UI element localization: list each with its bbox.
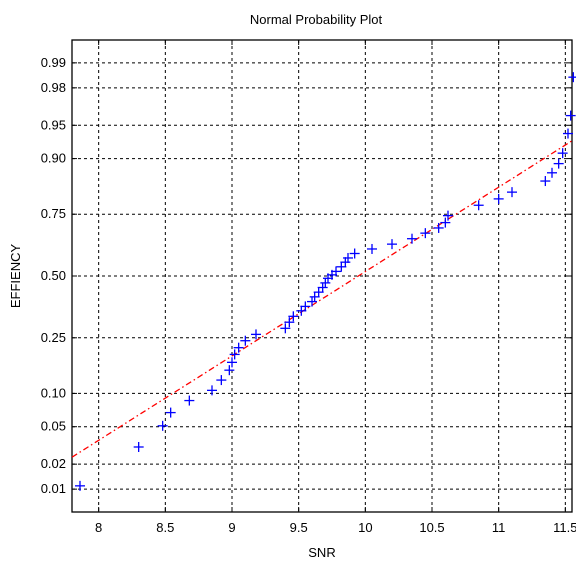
data-point: [331, 266, 341, 277]
data-point: [288, 311, 299, 322]
data-point: [317, 282, 328, 293]
data-point: [420, 228, 431, 239]
data-point: [280, 323, 291, 334]
y-tick-label: 0.10: [41, 385, 66, 400]
data-point: [313, 287, 324, 298]
data-point: [565, 110, 576, 121]
x-tick-label: 11.5: [553, 520, 576, 535]
data-point: [227, 357, 237, 368]
data-point: [407, 233, 417, 244]
data-point: [349, 248, 360, 259]
data-points: [75, 72, 576, 491]
data-point: [340, 257, 351, 268]
data-point: [557, 148, 568, 159]
data-point: [229, 349, 240, 360]
data-point: [207, 385, 217, 396]
x-tick-label: 8: [95, 520, 102, 535]
data-point: [233, 342, 244, 353]
data-point: [284, 317, 295, 328]
y-tick-label: 0.99: [41, 55, 66, 70]
data-point: [296, 305, 307, 316]
data-point: [343, 252, 353, 263]
x-tick-labels: 8 8.5 9 9.5 10 10.5 11 11.5: [95, 520, 576, 535]
x-tick-label: 9.5: [290, 520, 308, 535]
y-tick-label: 0.95: [41, 117, 66, 132]
data-point: [493, 193, 504, 204]
axis-ticks: [72, 40, 572, 512]
data-point: [433, 222, 444, 233]
data-point: [224, 365, 235, 376]
x-tick-label: 8.5: [156, 520, 174, 535]
data-point: [540, 176, 551, 187]
y-tick-label: 0.90: [41, 151, 66, 166]
data-point: [320, 277, 331, 288]
y-tick-label: 0.98: [41, 80, 66, 95]
data-point: [157, 420, 168, 431]
data-point: [553, 158, 564, 169]
data-point: [443, 210, 453, 221]
x-tick-label: 10: [358, 520, 372, 535]
y-tick-label: 0.75: [41, 206, 66, 221]
y-axis-label: EFFIENCY: [8, 244, 23, 309]
y-tick-label: 0.50: [41, 268, 66, 283]
x-axis-label: SNR: [308, 545, 335, 560]
x-tick-label: 9: [228, 520, 235, 535]
data-point: [165, 407, 176, 418]
x-tick-label: 10.5: [419, 520, 444, 535]
x-tick-label: 11: [492, 520, 506, 535]
data-point: [240, 335, 251, 346]
reference-line: [71, 140, 573, 458]
data-point: [336, 261, 347, 272]
grid-lines: [72, 40, 572, 512]
data-point: [300, 301, 311, 312]
data-point: [440, 217, 451, 228]
data-point: [473, 200, 484, 211]
data-point: [216, 375, 227, 386]
data-point: [387, 239, 397, 250]
data-point: [507, 187, 517, 198]
reference-line-segment: [71, 140, 573, 458]
data-point: [251, 329, 261, 340]
chart-title: Normal Probability Plot: [250, 12, 383, 27]
data-point: [184, 395, 195, 406]
y-tick-labels: 0.01 0.02 0.05 0.10 0.25 0.50 0.75 0.90 0.95 0.98…: [41, 55, 66, 496]
data-point: [547, 167, 557, 178]
data-point: [307, 296, 317, 307]
y-tick-label: 0.01: [41, 481, 66, 496]
data-point: [309, 291, 320, 302]
data-point: [133, 441, 144, 452]
y-tick-label: 0.02: [41, 456, 66, 471]
data-point: [75, 480, 85, 491]
data-point: [563, 128, 573, 139]
y-tick-label: 0.05: [41, 419, 66, 434]
y-tick-label: 0.25: [41, 330, 66, 345]
data-point: [367, 243, 377, 254]
data-point: [568, 72, 576, 83]
